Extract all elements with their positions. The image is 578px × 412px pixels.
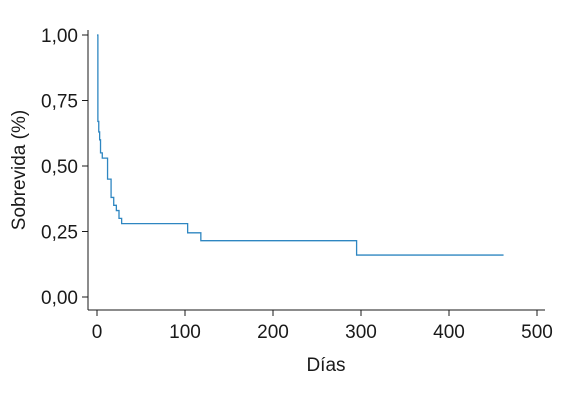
y-tick-label-4: 1,00 — [41, 26, 78, 47]
survival-curve — [97, 34, 504, 256]
x-tick-label-300: 300 — [345, 322, 377, 343]
x-tick-label-500: 500 — [521, 322, 553, 343]
y-tick-label-0: 0,00 — [41, 288, 78, 309]
x-tick-label-200: 200 — [257, 322, 289, 343]
x-tick-label-0: 0 — [92, 322, 103, 343]
x-axis: 0 100 200 300 400 500 — [88, 309, 553, 343]
y-tick-label-2: 0,50 — [41, 157, 78, 178]
y-axis: 0,00 0,25 0,50 0,75 1,00 — [41, 26, 89, 310]
x-axis-title: Días — [306, 355, 345, 376]
y-ticks: 0,00 0,25 0,50 0,75 1,00 — [41, 26, 88, 309]
x-tick-label-100: 100 — [169, 322, 201, 343]
x-tick-label-400: 400 — [433, 322, 465, 343]
y-tick-label-1: 0,25 — [41, 223, 78, 244]
y-axis-title: Sobrevida (%) — [9, 110, 30, 230]
x-ticks: 0 100 200 300 400 500 — [92, 310, 553, 343]
y-tick-label-3: 0,75 — [41, 92, 78, 113]
